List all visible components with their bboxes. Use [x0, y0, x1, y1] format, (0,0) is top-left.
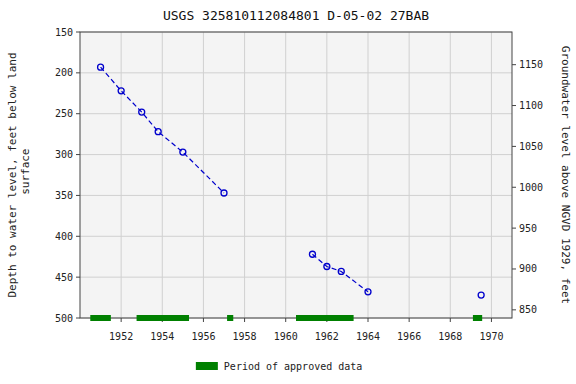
point	[118, 88, 124, 94]
tick-label-x: 1966	[397, 331, 421, 342]
tick-y	[76, 195, 80, 196]
grid-line-x	[326, 32, 327, 318]
grid-line-x	[203, 32, 204, 318]
point	[180, 149, 186, 155]
tick-x	[244, 318, 245, 322]
tick-y2	[512, 228, 516, 229]
tick-label-y: 350	[55, 190, 73, 201]
tick-y2	[512, 146, 516, 147]
tick-label-x: 1952	[109, 331, 133, 342]
tick-x	[450, 318, 451, 322]
approved-span	[227, 315, 233, 321]
approved-span	[90, 315, 111, 321]
grid-line-y	[80, 154, 512, 155]
grid-line-x	[368, 32, 369, 318]
tick-x	[121, 318, 122, 322]
y2-axis-label: Groundwater level above NGVD 1929, feet	[559, 46, 572, 304]
tick-x	[285, 318, 286, 322]
point	[338, 268, 344, 274]
title: USGS 325810112084801 D-05-02 27BAB	[163, 8, 429, 23]
tick-label-x: 1958	[233, 331, 257, 342]
legend-label: Period of approved data	[224, 361, 362, 372]
tick-y	[76, 113, 80, 114]
y-axis-label-line: Depth to water level, feet below land	[6, 52, 19, 297]
plot-area	[80, 32, 512, 318]
tick-y	[76, 32, 80, 33]
tick-y2	[512, 187, 516, 188]
span-layer	[90, 315, 482, 321]
grid-line-x	[285, 32, 286, 318]
tick-label-y: 150	[55, 27, 73, 38]
tick-label-x: 1954	[150, 331, 174, 342]
tick-label-y: 200	[55, 67, 73, 78]
point	[155, 129, 161, 135]
grid-line-x	[450, 32, 451, 318]
point	[309, 251, 315, 257]
series-line	[101, 67, 482, 295]
tick-label-y: 450	[55, 272, 73, 283]
legend-swatch	[196, 362, 218, 370]
tick-label-y2: 850	[519, 304, 537, 315]
tick-y	[76, 154, 80, 155]
grid	[80, 32, 512, 318]
legend: Period of approved data	[196, 361, 362, 372]
y-axis-label: Depth to water level, feet below land su…	[6, 52, 32, 297]
point	[324, 264, 330, 270]
tick-label-x: 1956	[191, 331, 215, 342]
tick-y	[76, 72, 80, 73]
approved-span	[296, 315, 354, 321]
tick-label-y2: 1000	[519, 182, 543, 193]
tick-x	[409, 318, 410, 322]
tick-y2	[512, 105, 516, 106]
tick-x	[368, 318, 369, 322]
tick-label-y: 500	[55, 313, 73, 324]
grid-line-y	[80, 72, 512, 73]
data-layer	[98, 64, 485, 298]
tick-label-y2: 1050	[519, 141, 543, 152]
grid-line-y	[80, 195, 512, 196]
tick-y	[76, 236, 80, 237]
tick-label-y2: 950	[519, 223, 537, 234]
tick-x	[203, 318, 204, 322]
tick-label-x: 1968	[438, 331, 462, 342]
grid-line-y	[80, 277, 512, 278]
tick-label-y2: 900	[519, 263, 537, 274]
tick-y	[76, 277, 80, 278]
grid-line-y	[80, 236, 512, 237]
axis-frame	[80, 32, 512, 318]
tick-label-y: 250	[55, 108, 73, 119]
approved-span	[137, 315, 189, 321]
tick-y	[76, 318, 80, 319]
point	[139, 109, 145, 115]
axes: 1952 1954 1956 1958 1960 1962 1964 1966 1968 1970…	[55, 27, 543, 343]
tick-label-x: 1962	[315, 331, 339, 342]
y-axis-label-line: surface	[19, 149, 32, 202]
tick-x	[491, 318, 492, 322]
grid-line-x	[121, 32, 122, 318]
point	[98, 64, 104, 70]
tick-label-y: 300	[55, 149, 73, 160]
chart: 1952 1954 1956 1958 1960 1962 1964 1966 1968 1970…	[0, 0, 576, 384]
tick-y2	[512, 64, 516, 65]
tick-label-y2: 1150	[519, 59, 543, 70]
approved-span	[473, 315, 482, 321]
tick-label-x: 1970	[479, 331, 503, 342]
grid-line-x	[244, 32, 245, 318]
tick-y2	[512, 268, 516, 269]
point	[478, 292, 484, 298]
tick-label-y: 400	[55, 231, 73, 242]
point	[221, 190, 227, 196]
tick-label-x: 1964	[356, 331, 380, 342]
grid-line-x	[409, 32, 410, 318]
tick-label-y2: 1100	[519, 100, 543, 111]
tick-y2	[512, 309, 516, 310]
grid-line-x	[162, 32, 163, 318]
point	[365, 289, 371, 295]
tick-label-x: 1960	[274, 331, 298, 342]
grid-line-x	[491, 32, 492, 318]
